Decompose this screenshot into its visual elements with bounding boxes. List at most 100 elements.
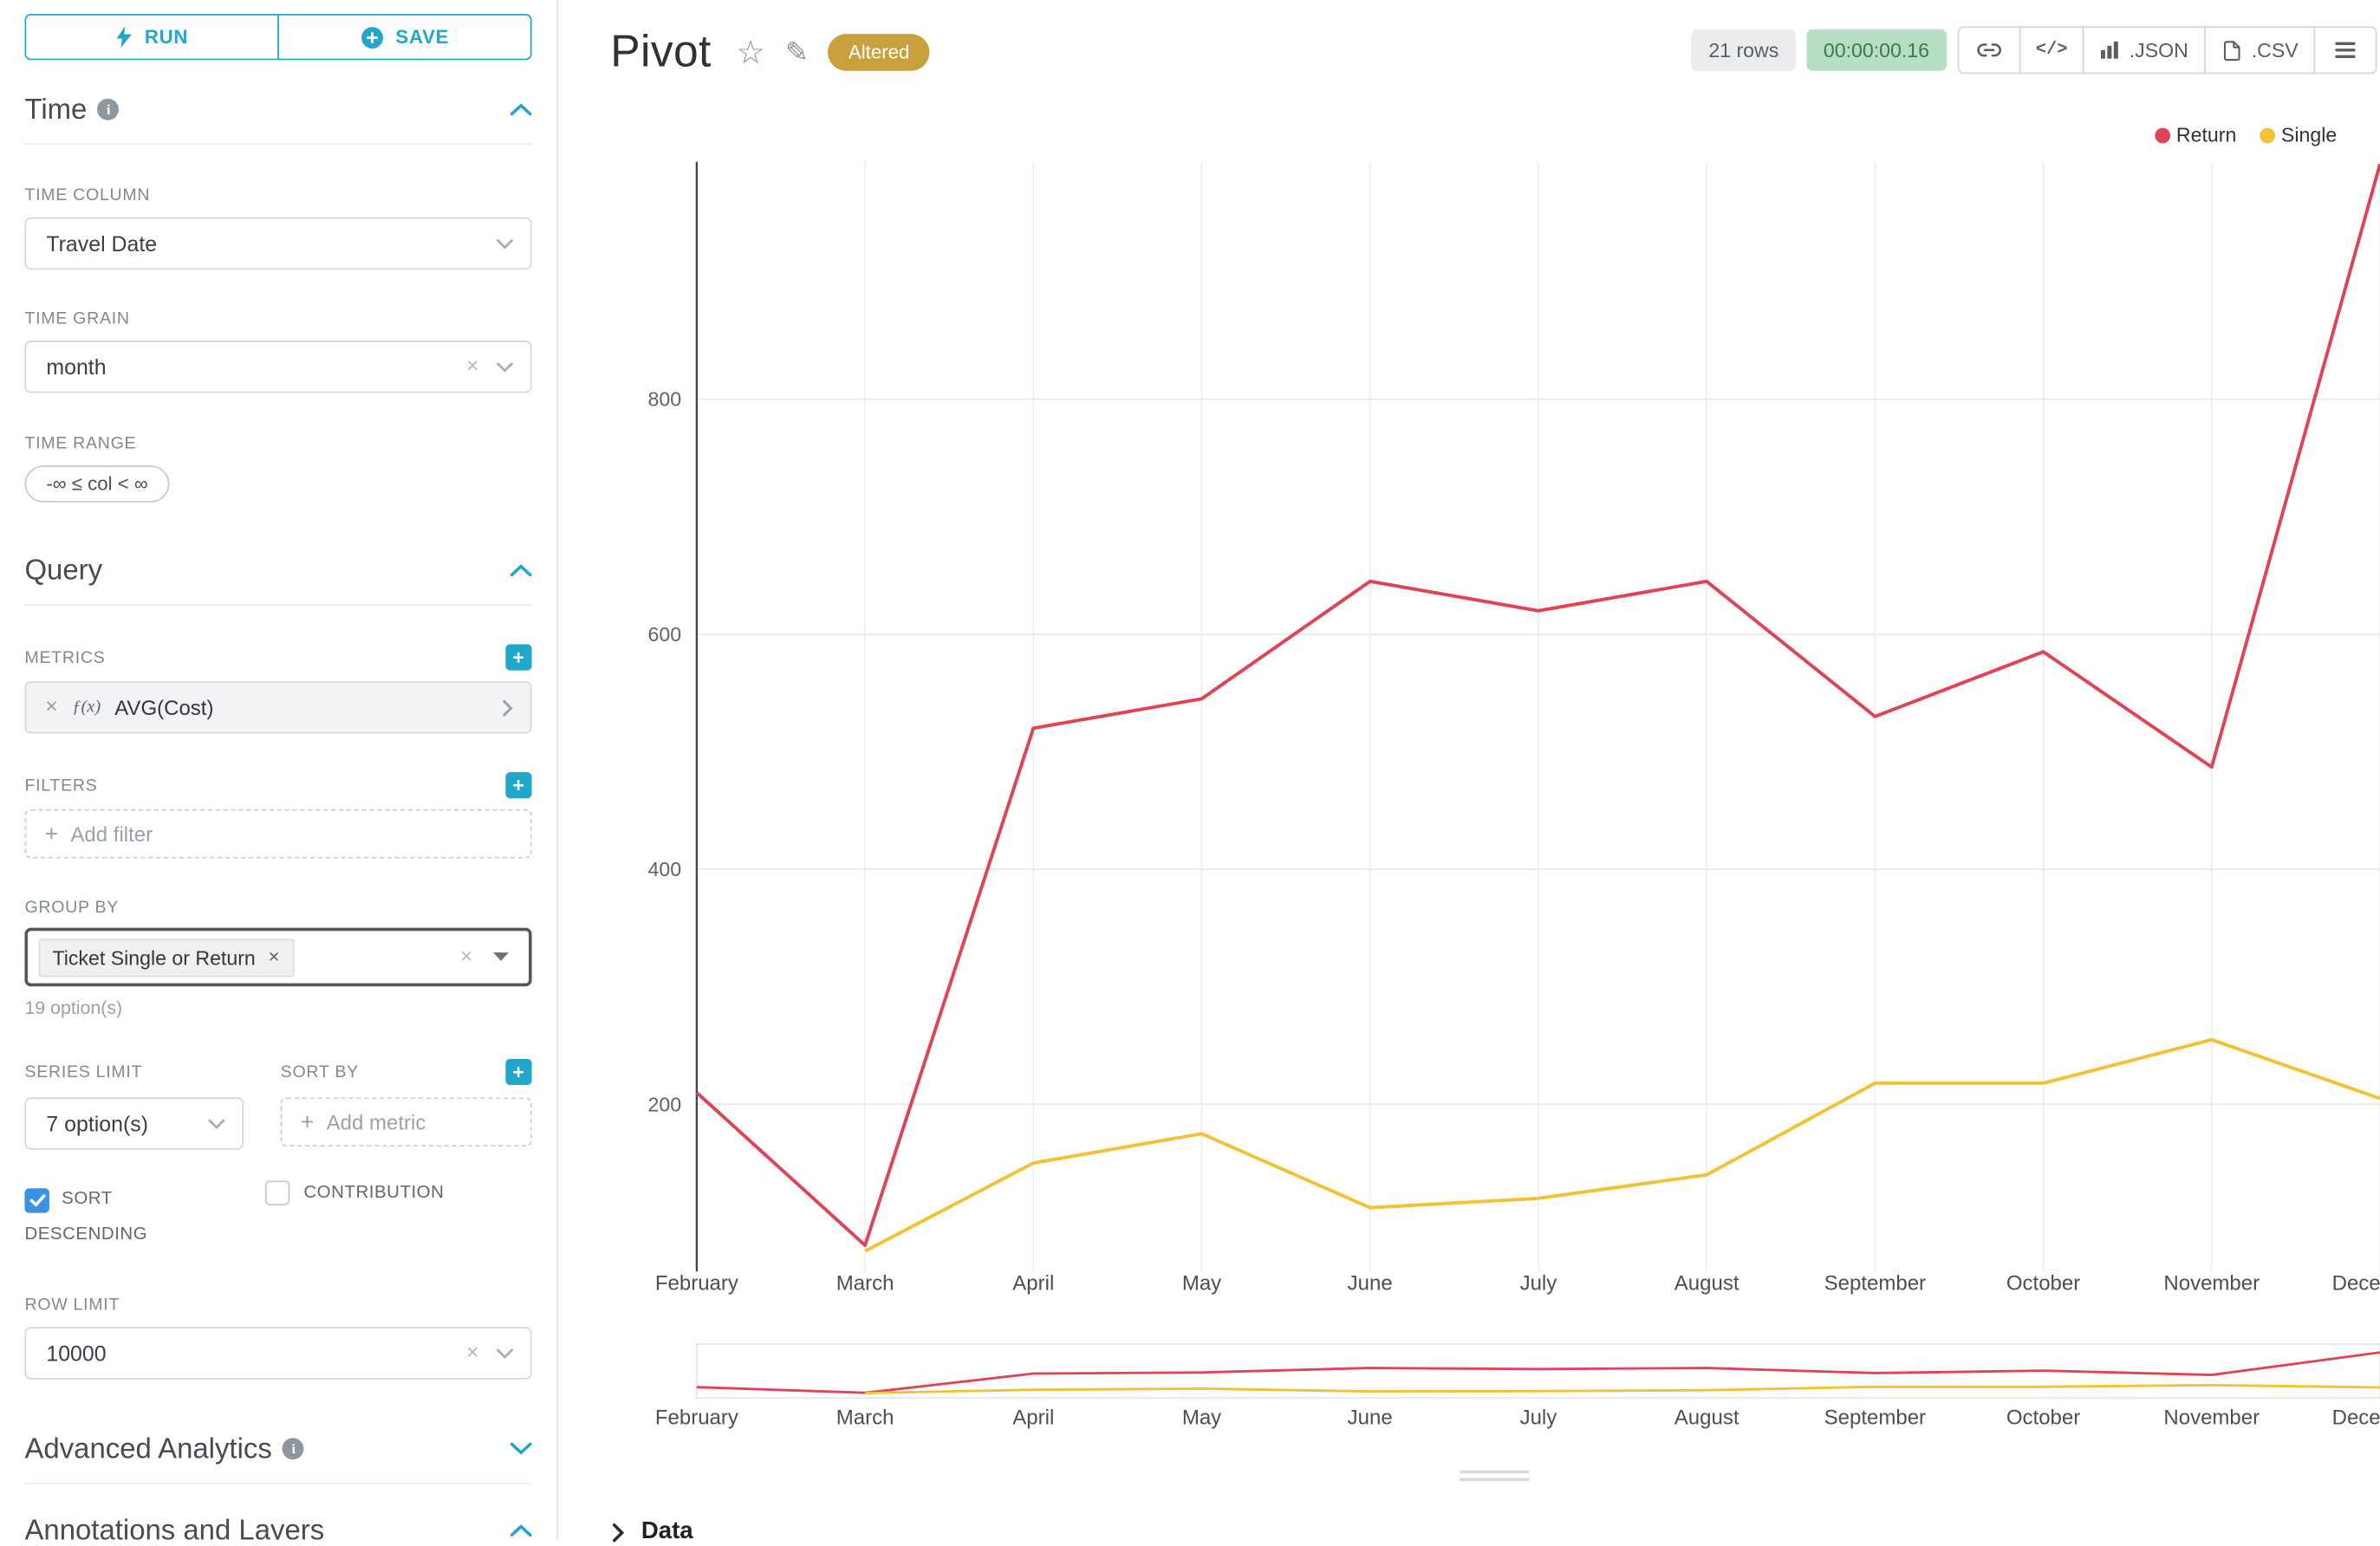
time-range-label: TIME RANGE <box>24 434 137 453</box>
svg-text:May: May <box>1182 1272 1221 1296</box>
annotations-section-header[interactable]: Annotations and Layers <box>24 1513 532 1540</box>
chevron-right-icon[interactable] <box>503 698 513 717</box>
add-sort-metric-button[interactable]: + <box>505 1058 532 1086</box>
annotations-title: Annotations and Layers <box>24 1513 325 1540</box>
chevron-down-icon[interactable] <box>510 1442 532 1455</box>
run-button-label: RUN <box>144 26 189 49</box>
clear-icon[interactable]: ✕ <box>465 357 480 376</box>
time-grain-select[interactable]: month ✕ <box>24 341 532 393</box>
series-limit-select[interactable]: 7 option(s) <box>24 1097 244 1150</box>
group-by-select[interactable]: Ticket Single or Return ✕ ✕ <box>24 927 532 987</box>
checkbox-checked-icon <box>24 1188 49 1213</box>
legend-dot <box>2155 127 2170 143</box>
legend-item[interactable]: Single <box>2260 123 2337 146</box>
advanced-analytics-title: Advanced Analytics <box>24 1432 272 1465</box>
file-icon <box>2223 40 2240 61</box>
export-json-button[interactable]: .JSON <box>2083 26 2206 75</box>
advanced-analytics-section-header[interactable]: Advanced Analytics i <box>24 1432 532 1484</box>
chart-header: Pivot ☆ ✎ Altered <box>610 20 930 85</box>
info-icon[interactable]: i <box>283 1438 305 1460</box>
run-button[interactable]: RUN <box>24 14 278 61</box>
svg-text:December: December <box>2332 1272 2380 1296</box>
favorite-star-icon[interactable]: ☆ <box>736 35 765 70</box>
group-by-options-hint: 19 option(s) <box>24 997 123 1019</box>
chevron-up-icon[interactable] <box>510 564 532 577</box>
query-section-header[interactable]: Query <box>24 553 532 606</box>
time-column-select[interactable]: Travel Date <box>24 217 532 270</box>
chevron-up-icon[interactable] <box>510 1524 532 1537</box>
export-json-label: .JSON <box>2129 38 2188 62</box>
add-filter-placeholder: Add filter <box>70 822 153 846</box>
svg-text:February: February <box>655 1406 738 1429</box>
link-icon <box>1976 43 2001 57</box>
caret-down-icon <box>497 239 513 250</box>
metrics-label: METRICS <box>24 647 106 667</box>
export-button-group: </> .JSON .CSV <box>1957 26 2377 75</box>
add-filter-dropzone[interactable]: + Add filter <box>24 809 532 859</box>
svg-text:February: February <box>655 1272 738 1296</box>
contribution-checkbox[interactable]: CONTRIBUTION <box>264 1180 445 1205</box>
data-panel-toggle[interactable]: Data <box>612 1518 693 1546</box>
plus-icon: + <box>300 1108 315 1135</box>
add-sort-metric-dropzone[interactable]: + Add metric <box>280 1097 532 1147</box>
resize-grip-handle[interactable] <box>1460 1470 1530 1486</box>
metric-item[interactable]: ✕ ƒ(x) AVG(Cost) <box>24 681 532 734</box>
clear-icon[interactable]: ✕ <box>465 1343 480 1363</box>
legend-item[interactable]: Return <box>2155 123 2236 146</box>
group-by-tag[interactable]: Ticket Single or Return ✕ <box>38 938 295 977</box>
tag-close-icon[interactable]: ✕ <box>268 948 281 966</box>
sort-by-header-row: SORT BY + <box>280 1058 532 1086</box>
sort-descending-checkbox[interactable]: SORT DESCENDING <box>24 1180 212 1251</box>
row-limit-value: 10000 <box>46 1341 107 1366</box>
sort-descending-label: SORT DESCENDING <box>24 1189 148 1244</box>
sort-by-label: SORT BY <box>280 1062 359 1082</box>
code-icon: </> <box>2035 40 2068 61</box>
svg-text:July: July <box>1520 1406 1557 1429</box>
checkbox-unchecked-icon <box>264 1180 290 1205</box>
svg-text:September: September <box>1824 1406 1926 1429</box>
hamburger-menu-icon <box>2335 42 2356 58</box>
save-button[interactable]: SAVE <box>277 14 532 61</box>
add-metric-button[interactable]: + <box>505 644 532 671</box>
svg-text:August: August <box>1674 1272 1739 1296</box>
menu-button[interactable] <box>2313 26 2377 75</box>
group-by-tag-label: Ticket Single or Return <box>52 945 256 969</box>
time-range-pill[interactable]: -∞ ≤ col < ∞ <box>24 465 170 503</box>
remove-metric-icon[interactable]: ✕ <box>44 698 59 717</box>
series-limit-label: SERIES LIMIT <box>24 1062 143 1082</box>
clear-icon[interactable]: ✕ <box>459 947 473 966</box>
save-button-label: SAVE <box>395 26 450 49</box>
row-limit-label: ROW LIMIT <box>24 1296 120 1315</box>
chart-container: Pivot ☆ ✎ Altered 21 rows 00:00:00.16 </… <box>559 0 2380 1544</box>
lightning-icon <box>116 26 132 49</box>
row-limit-select[interactable]: 10000 ✕ <box>24 1327 532 1380</box>
time-column-value: Travel Date <box>46 231 158 257</box>
mini-range-chart[interactable]: February March April May June July August Septe… <box>560 1338 2380 1433</box>
query-section-title: Query <box>24 553 103 586</box>
edit-title-icon[interactable]: ✎ <box>784 36 809 68</box>
data-panel-label: Data <box>641 1517 693 1545</box>
chart-title: Pivot <box>610 27 712 77</box>
svg-text:600: 600 <box>648 623 682 646</box>
main-line-chart: 200 400 600 800 February March April May June Jul… <box>648 161 2380 1296</box>
metric-label: AVG(Cost) <box>114 695 214 719</box>
chart-legend: Return Single <box>2155 123 2337 146</box>
embed-code-button[interactable]: </> <box>2019 26 2085 75</box>
caret-down-icon <box>208 1119 225 1129</box>
time-column-label: TIME COLUMN <box>24 186 151 205</box>
time-section-title: Time <box>24 92 88 126</box>
time-section-header[interactable]: Time i <box>24 92 532 146</box>
legend-dot <box>2260 127 2275 143</box>
add-filter-button[interactable]: + <box>505 772 532 799</box>
info-icon[interactable]: i <box>97 98 120 120</box>
export-csv-button[interactable]: .CSV <box>2203 26 2316 75</box>
svg-text:September: September <box>1824 1272 1926 1296</box>
chart-header-right: 21 rows 00:00:00.16 </> .JSON .CSV <box>1691 26 2377 75</box>
caret-down-icon <box>497 1348 513 1359</box>
chevron-up-icon[interactable] <box>510 103 532 116</box>
svg-text:March: March <box>836 1272 894 1296</box>
group-by-label: GROUP BY <box>24 898 120 918</box>
caret-down-icon <box>493 952 509 961</box>
copy-link-button[interactable] <box>1957 26 2020 75</box>
